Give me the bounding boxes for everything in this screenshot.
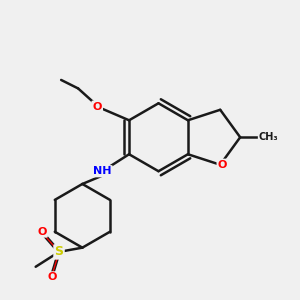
Text: O: O	[92, 102, 102, 112]
Text: O: O	[37, 226, 47, 236]
Text: S: S	[55, 245, 64, 258]
Text: O: O	[218, 160, 227, 170]
Text: NH: NH	[93, 166, 112, 176]
Text: O: O	[48, 272, 57, 282]
Text: CH₃: CH₃	[259, 132, 278, 142]
